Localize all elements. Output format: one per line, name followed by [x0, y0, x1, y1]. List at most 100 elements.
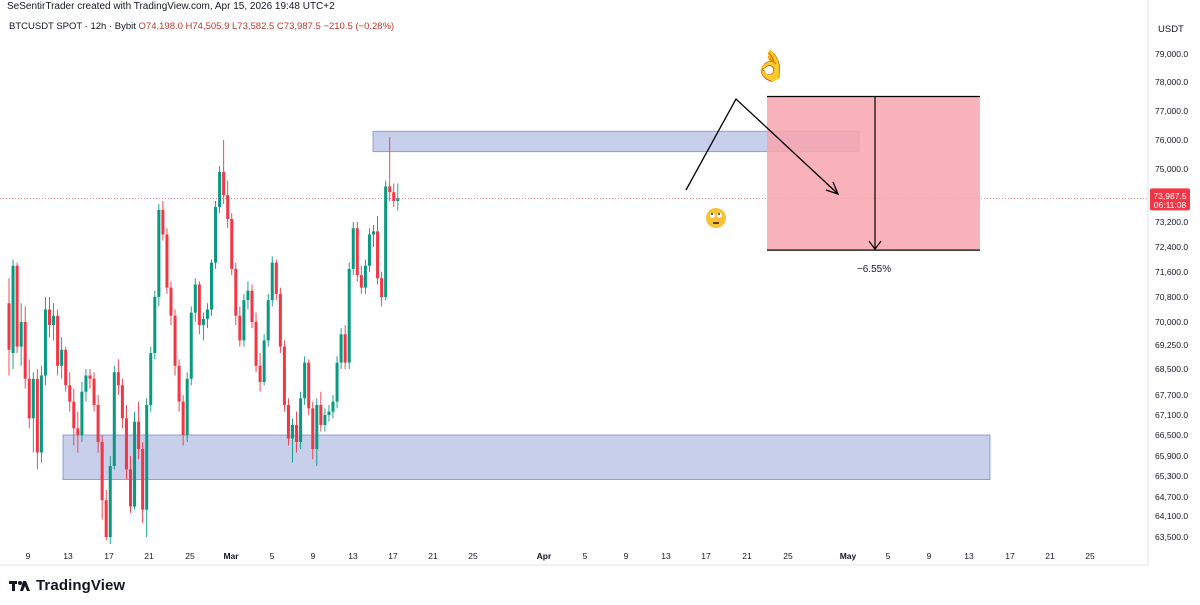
price-badge-price: 73,987.5: [1153, 191, 1186, 201]
price-badge-countdown: 06:11:08: [1154, 200, 1187, 210]
candle: [380, 272, 384, 307]
candle: [31, 372, 35, 453]
candle-body: [339, 334, 343, 363]
candle-body: [234, 268, 238, 316]
candle: [392, 183, 396, 207]
candle: [367, 228, 371, 272]
x-tick-label: 9: [927, 551, 932, 561]
axis-layer: 79,000.0 78,000.0 77,000.0 76,000.0 75,000.0…: [0, 0, 1190, 566]
x-tick-label: 21: [428, 551, 438, 561]
candle-body: [112, 372, 116, 466]
y-tick-label: 70,000.0: [1155, 317, 1188, 327]
candle: [363, 259, 367, 294]
candle-body: [173, 315, 177, 366]
candle-body: [100, 442, 104, 501]
y-tick-label: 72,400.0: [1155, 242, 1188, 252]
price-badge[interactable]: 73,987.506:11:08: [1150, 188, 1190, 211]
tradingview-logo[interactable]: TradingView: [9, 577, 125, 594]
candle: [286, 398, 290, 446]
candle: [129, 456, 132, 513]
candle: [84, 369, 88, 402]
candle-body: [56, 315, 60, 366]
y-tick-label: 64,100.0: [1155, 511, 1188, 521]
candle-body: [327, 411, 331, 415]
candle-body: [27, 378, 31, 419]
candle-body: [19, 322, 23, 347]
candle: [35, 369, 39, 470]
candle-body: [299, 398, 303, 442]
candle: [274, 259, 278, 301]
candle-body: [343, 334, 347, 363]
candle-body: [64, 349, 68, 386]
candle: [372, 225, 375, 247]
candle: [311, 401, 315, 460]
x-tick-label: May: [840, 551, 857, 561]
candle-body: [116, 372, 120, 386]
candle: [100, 435, 104, 520]
candle-body: [331, 401, 335, 412]
candle: [157, 204, 161, 307]
candle-body: [311, 408, 315, 449]
candle: [254, 312, 258, 373]
candle-body: [335, 362, 339, 402]
candle-body: [72, 401, 76, 429]
candle: [238, 306, 242, 347]
candle: [173, 309, 177, 376]
candle-body: [165, 234, 169, 288]
currency-label[interactable]: USDT: [1158, 24, 1184, 35]
x-tick-label: 13: [63, 551, 73, 561]
candle-body: [48, 309, 51, 326]
candle: [319, 391, 323, 432]
candle: [161, 201, 165, 241]
symbol-name[interactable]: BTCUSDT SPOT · 12h · Bybit: [9, 21, 136, 32]
candle-body: [133, 421, 137, 507]
candle: [197, 281, 201, 335]
candle: [347, 262, 351, 369]
ok-hand-emoji: 👌: [752, 49, 790, 84]
zone-layer: [62, 130, 991, 480]
candle: [205, 303, 209, 329]
x-tick-label: 13: [661, 551, 671, 561]
y-tick-label: 66,500.0: [1155, 430, 1188, 440]
candle-body: [238, 315, 242, 341]
candle: [262, 334, 266, 386]
projection-label: −6.55%: [857, 264, 891, 275]
tradingview-logo-icon: [9, 580, 30, 591]
candle-body: [88, 375, 92, 379]
candle-body: [274, 262, 278, 294]
candle-body: [222, 171, 226, 196]
candle: [266, 293, 270, 347]
y-tick-label: 71,600.0: [1155, 267, 1188, 277]
candle: [218, 166, 222, 213]
candle: [323, 408, 327, 432]
x-tick-label: 21: [144, 551, 154, 561]
candle-body: [347, 268, 351, 363]
candle-body: [367, 234, 371, 266]
candle-body: [295, 425, 299, 442]
candle-layer: [7, 137, 400, 544]
x-tick-label: 21: [1045, 551, 1055, 561]
y-tick-label: 75,000.0: [1155, 164, 1188, 174]
y-tick-label: 67,700.0: [1155, 390, 1188, 400]
candle: [331, 395, 335, 419]
candle: [137, 401, 141, 460]
candle: [230, 213, 234, 276]
candle: [388, 137, 392, 201]
candle-body: [396, 198, 400, 201]
candle: [64, 346, 68, 392]
candle: [133, 411, 137, 510]
candle: [303, 356, 307, 405]
candle-body: [124, 418, 128, 470]
candle: [339, 328, 343, 369]
candle: [19, 303, 23, 366]
candle-body: [376, 231, 380, 279]
candle: [60, 337, 64, 379]
symbol-info[interactable]: BTCUSDT SPOT · 12h · Bybit O74,198.0 H74…: [9, 21, 394, 32]
candle-body: [246, 290, 250, 301]
candle: [189, 306, 193, 386]
y-tick-label: 76,000.0: [1155, 135, 1188, 145]
ohlc-values: O74,198.0 H74,505.9 L73,582.5 C73,987.5 …: [138, 21, 395, 32]
x-tick-label: 13: [348, 551, 358, 561]
candle-body: [145, 405, 149, 510]
